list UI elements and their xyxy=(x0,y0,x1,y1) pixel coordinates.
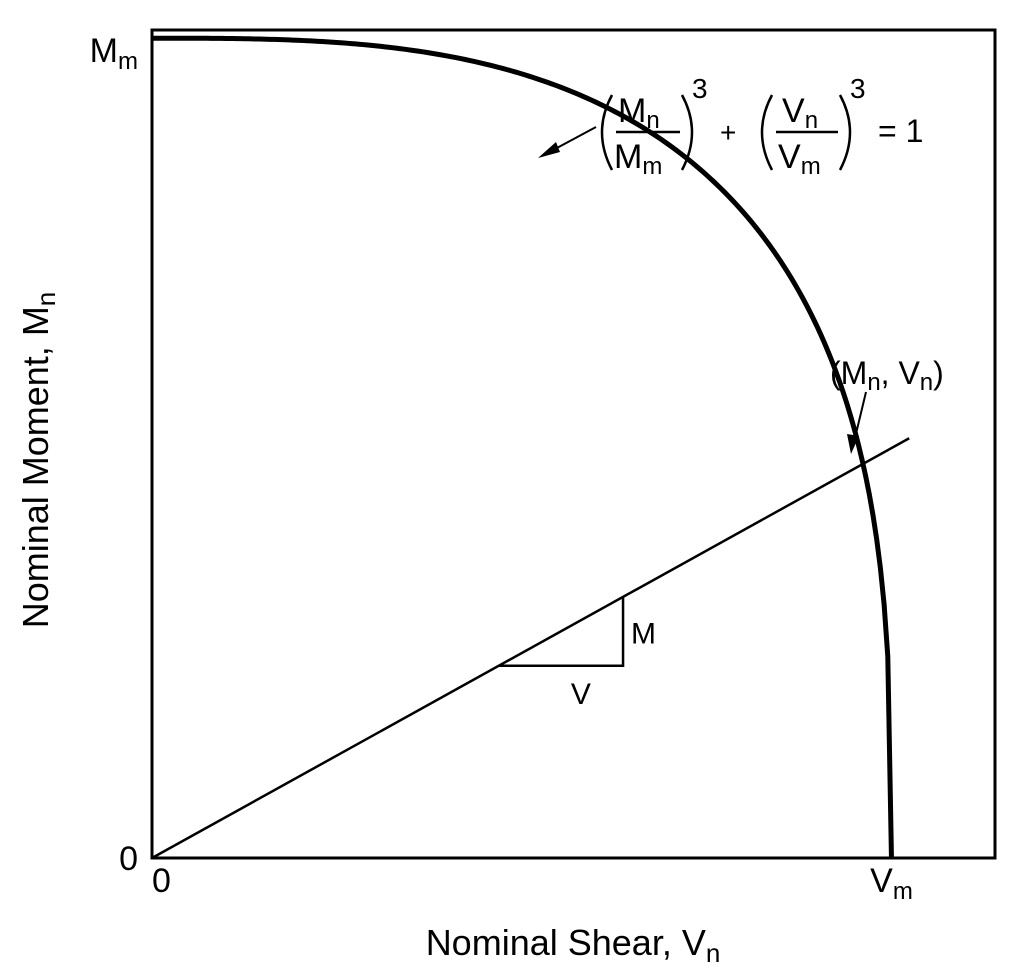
svg-text:Vn: Vn xyxy=(782,92,818,134)
equation-arrow-head xyxy=(538,142,560,158)
slope-rise-label: M xyxy=(631,617,656,650)
y-tick-labels: 0 Mm xyxy=(90,32,138,878)
equation-annotation: Mn Mm 3 + Vn Vm 3 = 1 xyxy=(538,73,923,180)
intersection-label: (Mn, Vn) xyxy=(830,355,944,396)
x-tick-label: Vm xyxy=(870,862,913,905)
slope-run-label: V xyxy=(571,678,591,711)
interaction-curve xyxy=(152,35,894,859)
eq-denominator-2-sub: m xyxy=(801,153,821,180)
eq-plus: + xyxy=(720,117,736,148)
plot-frame xyxy=(150,28,997,860)
eq-denominator-1-sub: m xyxy=(642,153,662,180)
intersection-arrow-line xyxy=(853,391,867,443)
svg-text:Mn: Mn xyxy=(618,92,660,134)
eq-numerator-1: M xyxy=(618,92,646,130)
eq-exponent-1: 3 xyxy=(692,73,708,104)
eq-rhs: = 1 xyxy=(878,113,923,149)
y-tick-label: 0 xyxy=(119,840,138,878)
eq-numerator-2-sub: n xyxy=(805,107,818,134)
y-tick-label: Mm xyxy=(90,32,138,75)
load-line xyxy=(151,437,910,860)
x-tick-label: 0 xyxy=(152,862,171,900)
intersection-annotation: (Mn, Vn) xyxy=(830,355,944,454)
eq-denominator-2: V xyxy=(778,138,801,176)
slope-triangle xyxy=(498,596,625,668)
eq-numerator-2: V xyxy=(782,92,805,130)
intersection-arrow-head xyxy=(847,434,859,454)
x-tick-labels: 0 Vm xyxy=(152,862,913,905)
eq-numerator-1-sub: n xyxy=(646,107,659,134)
svg-text:Mm: Mm xyxy=(614,138,662,180)
eq-denominator-1: M xyxy=(614,138,642,176)
svg-text:Vm: Vm xyxy=(778,138,821,180)
eq-exponent-2: 3 xyxy=(850,73,866,104)
y-axis-label: Nominal Moment, Mn xyxy=(15,292,61,629)
x-axis-label: Nominal Shear, Vn xyxy=(426,922,721,968)
